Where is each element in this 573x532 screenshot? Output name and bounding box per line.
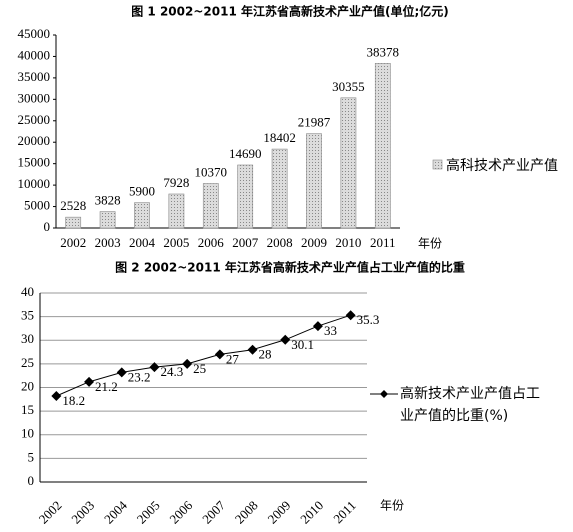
x-tick-label: 2011 (370, 235, 396, 250)
marker (149, 362, 160, 373)
bar (168, 193, 185, 229)
x-tick-label: 2002 (60, 235, 86, 250)
marker (247, 344, 258, 355)
y-tick-label: 15000 (18, 155, 51, 170)
value-label: 38378 (367, 44, 400, 59)
value-label: 21987 (298, 115, 331, 130)
y-tick-label: 45000 (18, 26, 51, 41)
value-label: 28 (259, 347, 272, 362)
x-tick-label: 2008 (267, 235, 293, 250)
y-tick-label: 10 (21, 426, 34, 441)
marker (345, 310, 356, 321)
marker (280, 334, 291, 345)
value-label: 35.3 (357, 312, 380, 327)
value-label: 24.3 (160, 364, 183, 379)
value-label: 14690 (229, 146, 262, 161)
x-tick-label: 2010 (297, 498, 326, 527)
bar (306, 133, 322, 229)
y-tick-label: 5000 (24, 198, 50, 213)
legend-label: 高科技术产业产值 (446, 158, 558, 174)
x-tick-label: 2010 (335, 235, 361, 250)
bar (202, 183, 219, 229)
x-tick-label: 2007 (232, 235, 259, 250)
value-label: 18.2 (62, 393, 85, 408)
value-label: 33 (324, 323, 337, 338)
value-label: 5900 (129, 184, 155, 199)
x-tick-label: 2005 (163, 235, 189, 250)
chart-title: 图 2 2002~2011 年江苏省高新技术产业产值占工业产值的比重 (115, 260, 465, 275)
x-tick-label: 2007 (199, 497, 228, 526)
y-tick-label: 25000 (18, 112, 51, 127)
y-tick-label: 5 (28, 449, 35, 464)
chart-title: 图 1 2002~2011 年江苏省高新技术产业产值(单位;亿元) (131, 4, 449, 19)
x-tick-label: 2003 (68, 498, 97, 527)
y-tick-label: 30000 (18, 90, 51, 105)
x-tick-label: 2005 (134, 498, 163, 527)
bar (99, 211, 116, 229)
marker (214, 349, 225, 360)
marker (312, 321, 323, 332)
legend-marker (380, 390, 388, 398)
y-tick-label: 35000 (18, 69, 51, 84)
marker (51, 391, 62, 402)
legend-swatch (432, 159, 443, 170)
value-label: 3828 (95, 193, 121, 208)
value-label: 30.1 (291, 337, 314, 352)
x-tick-label: 2006 (198, 235, 225, 250)
marker (182, 358, 193, 369)
y-tick-label: 10000 (18, 176, 51, 191)
x-tick-label: 2011 (330, 498, 359, 527)
y-tick-label: 20000 (18, 133, 51, 148)
bar (340, 97, 357, 229)
x-tick-label: 2004 (129, 235, 156, 250)
y-tick-label: 35 (21, 308, 34, 323)
value-label: 25 (193, 361, 206, 376)
y-tick-label: 30 (21, 331, 34, 346)
value-label: 7928 (163, 175, 189, 190)
bar (237, 164, 254, 229)
bar (65, 216, 82, 229)
x-tick-label: 2008 (232, 498, 261, 527)
x-tick-label: 2003 (95, 235, 121, 250)
y-tick-label: 40 (21, 284, 34, 299)
x-tick-label: 2002 (36, 498, 65, 527)
value-label: 23.2 (128, 369, 151, 384)
y-tick-label: 15 (21, 402, 34, 417)
value-label: 21.2 (95, 379, 118, 394)
value-label: 27 (226, 351, 240, 366)
x-tick-label: 2006 (166, 497, 195, 526)
value-label: 2528 (60, 198, 86, 213)
y-tick-label: 0 (28, 473, 35, 488)
bar (374, 63, 391, 229)
x-axis-label: 年份 (380, 499, 404, 513)
bar (271, 148, 288, 229)
x-tick-label: 2009 (264, 498, 293, 527)
marker (116, 367, 127, 378)
x-tick-label: 2009 (301, 235, 327, 250)
value-label: 30355 (332, 79, 365, 94)
value-label: 18402 (263, 130, 296, 145)
marker (84, 376, 95, 387)
legend-label: 高新技术产业产值占工业产值的比重(%) (400, 386, 540, 424)
bar (134, 202, 150, 229)
y-tick-label: 40000 (18, 47, 51, 62)
x-axis-label: 年份 (418, 237, 442, 251)
value-label: 10370 (195, 165, 228, 180)
y-tick-label: 25 (21, 355, 34, 370)
y-tick-label: 20 (21, 378, 34, 393)
y-tick-label: 0 (44, 219, 51, 234)
line (56, 314, 351, 397)
x-tick-label: 2004 (101, 497, 130, 526)
